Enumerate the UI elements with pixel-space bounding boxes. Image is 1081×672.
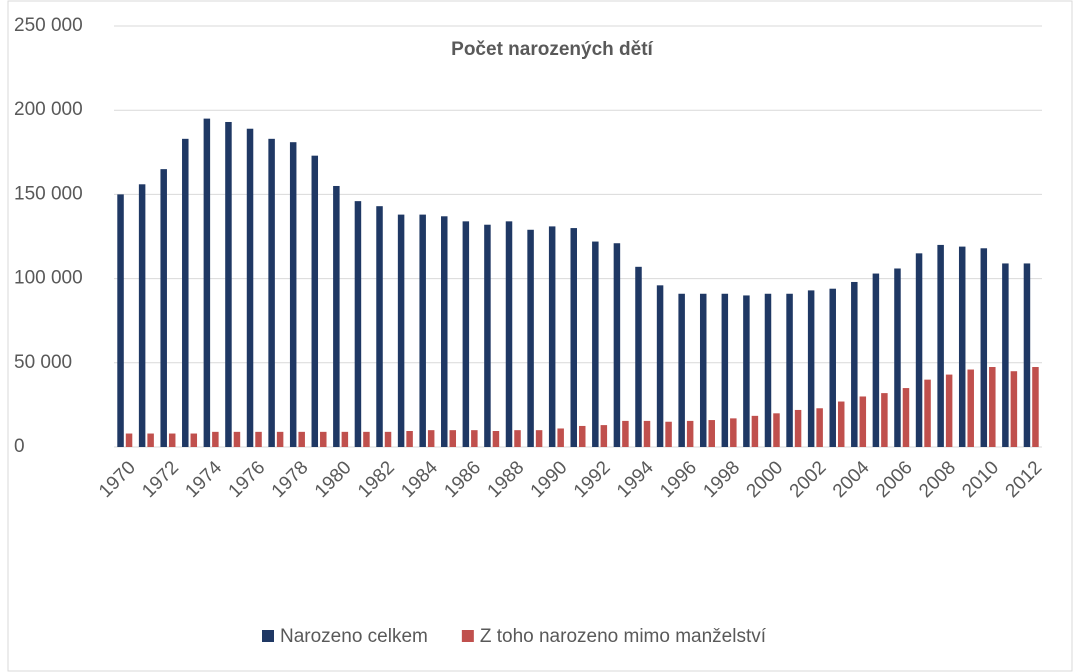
bar [449,430,457,447]
bar [397,214,405,447]
bar [557,428,564,447]
bar [829,288,836,447]
bar [751,415,759,447]
bar [699,293,707,447]
bar [527,229,534,447]
bar [730,418,737,447]
bar [958,246,966,447]
bar [989,367,996,447]
bar [924,379,931,447]
bar [613,243,621,447]
bar [902,388,910,447]
bar [471,430,478,447]
bar [484,224,491,447]
bar [678,293,685,447]
bar [117,194,124,447]
bar [246,128,254,447]
bar [384,431,392,447]
bar [592,241,599,447]
bar [427,430,435,447]
bar [419,214,426,447]
legend-swatch [461,630,474,642]
bar [168,433,176,447]
chart-title: Počet narozených dětí [451,39,653,60]
bar [354,201,362,447]
chart-border [7,0,1073,672]
bar [656,285,664,447]
bar [570,228,577,447]
bar [665,421,672,447]
bar [786,293,793,447]
bar [548,226,556,447]
bar [794,409,802,447]
bar [1032,367,1039,447]
bar [1023,263,1031,447]
bar [514,430,521,447]
y-tick-label: 150 000 [14,183,83,204]
bar [816,408,823,447]
bar [125,433,133,447]
bar [138,184,146,447]
bar [298,431,305,447]
bar [881,393,888,447]
y-tick-label: 200 000 [14,99,83,120]
bar [276,431,284,447]
bar [160,169,167,447]
bar [233,431,241,447]
bar [708,420,715,447]
bar [643,420,651,447]
bar [807,290,815,447]
bar [967,369,974,447]
bar [147,433,154,447]
bar [622,420,629,447]
bar [320,431,327,447]
bar [635,266,642,447]
y-tick-label: 0 [14,436,25,457]
bar [945,374,953,447]
bar [492,431,500,447]
bar [686,420,694,447]
bar [462,221,470,447]
y-tick-label: 50 000 [14,352,72,373]
bar [203,118,211,448]
bar [311,155,319,447]
bar [773,413,780,447]
legend-swatch [262,630,274,642]
bar [289,142,297,448]
bar [721,293,729,447]
bar [182,138,189,447]
bar [915,253,923,447]
bar [980,248,988,447]
bar [535,430,543,447]
bar [743,295,750,447]
bar [268,138,275,447]
legend-label: Narozeno celkem [280,626,428,647]
bar [190,433,198,447]
bar [872,273,880,447]
bar [937,244,944,447]
bar [363,431,370,447]
bar [505,221,513,447]
bar [333,185,340,448]
bar [406,431,413,447]
bar [837,401,845,447]
bar [859,396,867,447]
legend-label: Z toho narozeno mimo manželství [480,626,767,647]
bar [851,281,858,447]
bar [1010,371,1018,447]
y-tick-label: 250 000 [14,15,83,36]
bar [441,216,448,447]
bar [600,425,608,447]
bar [225,121,232,447]
bar [579,425,586,447]
y-tick-label: 100 000 [14,268,83,289]
bar [341,431,349,447]
bar [764,293,772,447]
bar [894,268,901,447]
bar [255,431,262,447]
bar [376,206,383,447]
bar [212,431,219,447]
bar [1002,263,1009,447]
